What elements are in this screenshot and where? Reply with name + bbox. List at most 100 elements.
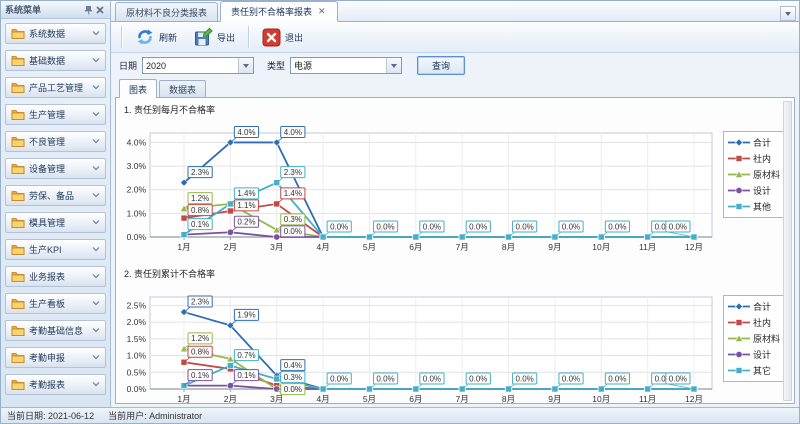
sidebar-item-label: 生产KPI <box>29 245 62 255</box>
exit-button-label: 退出 <box>285 32 304 43</box>
svg-text:0.0%: 0.0% <box>469 374 487 383</box>
chevron-down-icon <box>92 112 100 117</box>
sidebar-item[interactable]: 基础数据 <box>5 50 106 71</box>
folder-icon <box>11 245 25 255</box>
status-date-value: 2021-06-12 <box>48 411 95 421</box>
sidebar-item-label: 考勤申报 <box>29 353 66 363</box>
folder-icon <box>11 164 25 174</box>
sidebar-item[interactable]: 生产KPI <box>5 239 106 260</box>
svg-text:2.3%: 2.3% <box>191 297 209 306</box>
sidebar-item[interactable]: 考勤报表 <box>5 374 106 395</box>
legend-marker-icon <box>728 203 750 210</box>
svg-text:2月: 2月 <box>224 242 237 252</box>
legend-label: 合计 <box>753 302 772 312</box>
svg-text:11月: 11月 <box>639 242 656 252</box>
document-tab-1[interactable]: 责任别不合格率报表 ✕ <box>220 1 338 22</box>
svg-text:8月: 8月 <box>502 242 515 252</box>
legend-label: 设计 <box>753 186 772 196</box>
legend-label: 合计 <box>753 138 772 148</box>
toolbar: 刷新 导出 退出 <box>111 22 799 53</box>
svg-text:0.0%: 0.0% <box>284 385 302 394</box>
view-tab-0[interactable]: 图表 <box>119 79 158 98</box>
export-button[interactable]: 导出 <box>186 24 242 50</box>
chevron-down-icon <box>92 355 100 360</box>
svg-text:0.0%: 0.0% <box>469 222 487 231</box>
charts-column: 1. 责任别每月不合格率 0.0% 1.0% 2.0% 3.0% 4.0% 1月 2月 3月 4月… <box>120 101 788 404</box>
status-user-label: 当前用户: <box>108 411 147 421</box>
tab-close-icon[interactable]: ✕ <box>318 6 326 16</box>
sidebar-item[interactable]: 产品工艺管理 <box>5 77 106 98</box>
svg-text:1.5%: 1.5% <box>127 334 147 344</box>
document-tab-0[interactable]: 原材料不良分类报表 <box>115 2 219 21</box>
svg-text:3月: 3月 <box>270 242 283 252</box>
sidebar-item[interactable]: 模具管理 <box>5 212 106 233</box>
sidebar-item[interactable]: 考勤申报 <box>5 347 106 368</box>
tab-list-dropdown-button[interactable] <box>780 6 796 21</box>
svg-text:3.0%: 3.0% <box>127 161 147 171</box>
svg-text:10月: 10月 <box>592 242 610 252</box>
svg-text:0.8%: 0.8% <box>191 206 209 215</box>
svg-text:12月: 12月 <box>685 394 703 404</box>
sidebar-item[interactable]: 生产看板 <box>5 293 106 314</box>
view-tab-1[interactable]: 数据表 <box>159 80 207 97</box>
svg-text:0.8%: 0.8% <box>191 348 209 357</box>
folder-icon <box>11 380 25 390</box>
folder-icon <box>11 83 25 93</box>
pin-icon[interactable] <box>82 4 94 16</box>
refresh-button[interactable]: 刷新 <box>128 24 184 50</box>
svg-text:0.0%: 0.0% <box>669 374 687 383</box>
type-filter-label: 类型 <box>267 61 286 71</box>
sidebar-title: 系统菜单 <box>5 5 42 15</box>
svg-text:0.0%: 0.0% <box>330 222 348 231</box>
svg-text:8月: 8月 <box>502 394 515 404</box>
chevron-down-icon <box>92 85 100 90</box>
folder-icon <box>11 29 25 39</box>
date-select-value: 2020 <box>146 60 167 71</box>
svg-text:0.1%: 0.1% <box>191 220 209 229</box>
svg-text:0.0%: 0.0% <box>516 222 534 231</box>
view-tab-label: 图表 <box>129 84 148 95</box>
sidebar-item-label: 设备管理 <box>29 164 66 174</box>
chevron-down-icon <box>92 193 100 198</box>
svg-text:1.2%: 1.2% <box>191 194 209 203</box>
svg-text:0.2%: 0.2% <box>237 218 255 227</box>
legend-item: 原材料 <box>728 168 780 181</box>
query-button[interactable]: 查询 <box>417 56 466 75</box>
close-icon[interactable] <box>94 4 106 16</box>
sidebar-item[interactable]: 不良管理 <box>5 131 106 152</box>
svg-text:10月: 10月 <box>592 394 610 404</box>
chevron-down-icon <box>92 328 100 333</box>
date-select[interactable]: 2020 <box>142 57 255 74</box>
sidebar-item[interactable]: 劳保、备品 <box>5 185 106 206</box>
chevron-down-icon <box>238 58 254 73</box>
sidebar-item[interactable]: 设备管理 <box>5 158 106 179</box>
legend-label: 原材料 <box>753 334 781 344</box>
sidebar-item[interactable]: 系统数据 <box>5 23 106 44</box>
svg-text:1月: 1月 <box>177 242 190 252</box>
legend-label: 原材料 <box>753 170 781 180</box>
body-row: 系统菜单 系统数据基础数据产品工艺管理 生产管理不良管理设备管理劳保、备品模具管理… <box>1 1 799 407</box>
type-select[interactable]: 电源 <box>290 57 403 74</box>
sidebar-item[interactable]: 考勤基础信息 <box>5 320 106 341</box>
sidebar-item[interactable]: 生产管理 <box>5 104 106 125</box>
status-date: 当前日期: 2021-06-12 <box>7 409 94 422</box>
exit-button[interactable]: 退出 <box>255 25 310 50</box>
sidebar-item[interactable]: 业务报表 <box>5 266 106 287</box>
svg-text:0.1%: 0.1% <box>191 371 209 380</box>
folder-icon <box>11 218 25 228</box>
svg-text:7月: 7月 <box>456 242 469 252</box>
chevron-down-icon <box>92 382 100 387</box>
svg-text:0.0%: 0.0% <box>608 222 626 231</box>
document-tabbar: 原材料不良分类报表 责任别不合格率报表 ✕ <box>111 1 799 22</box>
vertical-scrollbar[interactable] <box>783 101 792 401</box>
view-tabbar: 图表 数据表 <box>111 78 799 98</box>
svg-text:0.0%: 0.0% <box>284 227 302 236</box>
legend-marker-icon <box>728 170 750 178</box>
legend-label: 社内 <box>753 318 772 328</box>
svg-text:6月: 6月 <box>409 242 422 252</box>
svg-text:2.3%: 2.3% <box>191 168 209 177</box>
legend-marker-icon <box>728 186 750 195</box>
svg-text:1.9%: 1.9% <box>237 311 255 320</box>
sidebar-header: 系统菜单 <box>1 1 110 19</box>
svg-text:1.4%: 1.4% <box>237 189 255 198</box>
